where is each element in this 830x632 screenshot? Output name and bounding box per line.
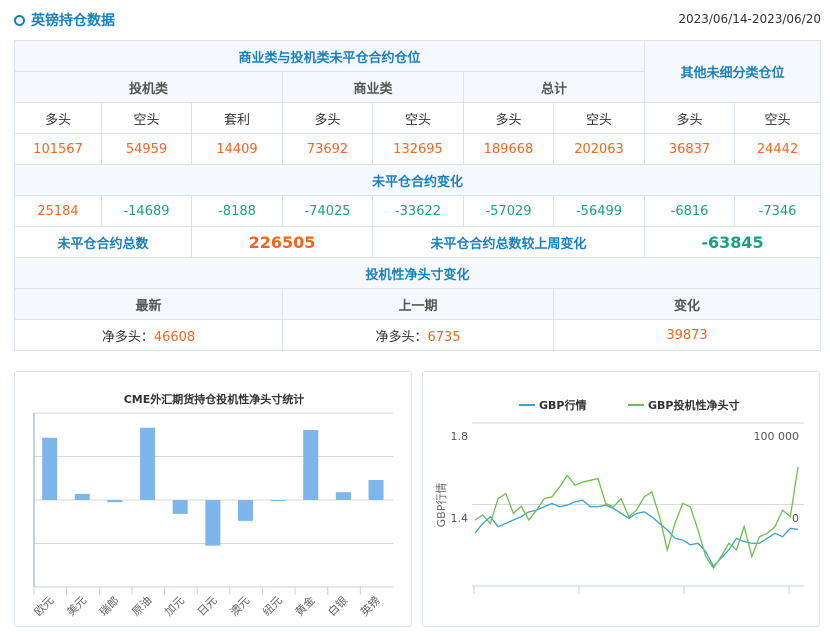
x-tick-label: 加元 <box>162 594 187 619</box>
cell: -57029 <box>463 195 554 227</box>
cell: -56499 <box>552 195 646 227</box>
chart-title: CME外汇期货持仓投机性净头寸统计 <box>124 392 305 406</box>
cell: 多头 <box>282 102 373 134</box>
bar <box>237 500 253 521</box>
net-head: 变化 <box>552 288 822 320</box>
x-tick-label: 英镑 <box>357 593 382 618</box>
legend-label: GBP投机性净头寸 <box>648 398 739 412</box>
date-range: 2023/06/14-2023/06/20 <box>678 12 821 26</box>
positions-table: 商业类与投机类未平仓合约仓位 其他未细分类仓位 投机类 商业类 总计 多头 空头 套利 多头… <box>13 40 822 351</box>
total-value: 226505 <box>191 226 373 258</box>
left-tick: 1.4 <box>451 512 469 525</box>
x-tick-label: 欧元 <box>32 594 57 619</box>
cell: 36837 <box>644 133 736 165</box>
x-tick-label: 原油 <box>129 593 154 618</box>
series-line <box>474 466 799 570</box>
cell: 202063 <box>552 133 646 165</box>
cell: 套利 <box>191 102 283 134</box>
sub-header: 总计 <box>462 71 646 103</box>
bar <box>140 427 156 500</box>
right-tick: 0 <box>792 512 799 525</box>
x-tick-label: 白银 <box>325 593 350 618</box>
cell: 132695 <box>372 133 464 165</box>
cell: 空头 <box>101 102 192 134</box>
page-title: 英镑持仓数据 <box>14 10 115 30</box>
bar <box>335 492 351 500</box>
legend-label: GBP行情 <box>539 398 586 412</box>
x-tick-label: 黄金 <box>292 593 317 618</box>
net-header: 投机性净头寸变化 <box>13 257 822 289</box>
x-tick-label: 日元 <box>195 594 220 619</box>
cell: 多头 <box>644 102 736 134</box>
cell: 多头 <box>14 102 102 134</box>
net-change: 39873 <box>552 319 822 351</box>
cell: 189668 <box>463 133 554 165</box>
cell: -33622 <box>372 195 464 227</box>
sub-header: 投机类 <box>14 71 283 103</box>
bar <box>368 479 384 500</box>
cell: -6816 <box>644 195 736 227</box>
cell: -8188 <box>191 195 283 227</box>
bar <box>74 493 90 500</box>
change-header: 未平仓合约变化 <box>13 164 822 196</box>
other-header: 其他未细分类仓位 <box>644 40 822 103</box>
total-change-label: 未平仓合约总数较上周变化 <box>371 226 646 258</box>
cell: 101567 <box>14 133 102 165</box>
line-chart-panel: GBP行情 GBP投机性净头寸 1.8 1.4 100 000 0 GBP行情 <box>422 371 820 627</box>
cell: 空头 <box>734 102 822 134</box>
right-tick: 100 000 <box>754 430 800 443</box>
sub-header: 商业类 <box>282 71 464 103</box>
cell: 73692 <box>282 133 373 165</box>
bar <box>42 437 58 500</box>
x-tick-label: 澳元 <box>228 594 253 619</box>
cell: 25184 <box>14 195 102 227</box>
bar <box>270 500 286 501</box>
cell: 24442 <box>734 133 822 165</box>
x-tick-label: 纽元 <box>259 593 284 618</box>
cell: -74025 <box>282 195 373 227</box>
left-tick: 1.8 <box>451 430 469 443</box>
bar <box>205 500 221 546</box>
total-label: 未平仓合约总数 <box>14 226 192 258</box>
x-tick-label: 美元 <box>64 594 89 619</box>
bar <box>107 500 123 503</box>
net-head: 最新 <box>14 288 283 320</box>
x-tick-label: 瑞郎 <box>96 593 121 618</box>
cell: 14409 <box>191 133 283 165</box>
bar <box>303 429 319 500</box>
net-head: 上一期 <box>282 288 554 320</box>
cell: 多头 <box>463 102 554 134</box>
y-axis-label: GBP行情 <box>435 483 448 528</box>
cell: 空头 <box>372 102 464 134</box>
bar <box>172 500 188 514</box>
bar-chart-panel: CME外汇期货持仓投机性净头寸统计欧元 美元 瑞郎 原油 加元 日元 澳元 纽元 黄金 白银 英镑 <box>14 371 412 627</box>
group-header: 商业类与投机类未平仓合约仓位 <box>13 40 646 72</box>
cell: -14689 <box>101 195 192 227</box>
series-line <box>474 499 799 568</box>
total-change-value: -63845 <box>644 226 822 258</box>
net-latest: 净多头：46608 <box>14 319 283 351</box>
net-prev: 净多头：6735 <box>282 319 554 351</box>
cell: 54959 <box>101 133 192 165</box>
line-chart: GBP行情 GBP投机性净头寸 1.8 1.4 100 000 0 GBP行情 <box>435 398 804 594</box>
cell: -7346 <box>734 195 822 227</box>
cell: 空头 <box>552 102 646 134</box>
circle-icon <box>14 14 25 26</box>
